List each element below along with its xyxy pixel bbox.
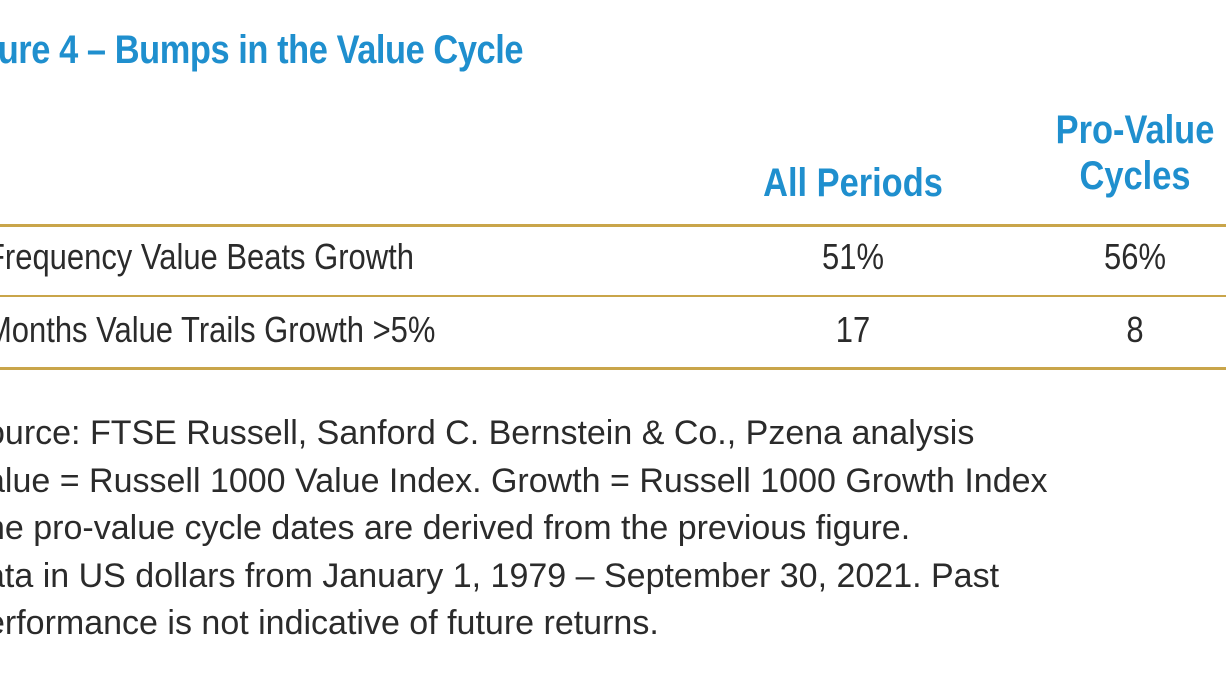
cell-frequency-all-periods: 51% — [822, 236, 884, 277]
note-source: ource: FTSE Russell, Sanford C. Bernstei… — [0, 414, 975, 452]
column-header-pro-value-line1: Pro-Value — [1055, 108, 1215, 152]
row-label-frequency: Frequency Value Beats Growth — [0, 236, 414, 277]
figure-title: igure 4 – Bumps in the Value Cycle — [0, 28, 524, 72]
cell-months-pro-value: 8 — [1126, 309, 1144, 350]
note-disclaimer: erformance is not indicative of future r… — [0, 604, 659, 642]
note-cycle-dates: he pro-value cycle dates are derived fro… — [0, 509, 911, 547]
table-bottom-rule — [0, 367, 1226, 370]
note-data-range: ata in US dollars from January 1, 1979 –… — [0, 556, 1000, 595]
cell-frequency-pro-value: 56% — [1104, 236, 1166, 277]
column-header-pro-value-cycles: Pro-Value Cycles — [1036, 107, 1226, 199]
cell-months-all-periods: 17 — [835, 309, 871, 350]
row-label-months-trails: Months Value Trails Growth >5% — [0, 309, 436, 350]
note-definitions: alue = Russell 1000 Value Index. Growth … — [0, 461, 1048, 500]
table-top-rule — [0, 224, 1226, 227]
column-header-all-periods: All Periods — [763, 161, 943, 205]
table-row-divider — [0, 295, 1226, 297]
figure-notes: ource: FTSE Russell, Sanford C. Bernstei… — [0, 410, 1226, 648]
column-header-pro-value-line2: Cycles — [1079, 154, 1191, 198]
